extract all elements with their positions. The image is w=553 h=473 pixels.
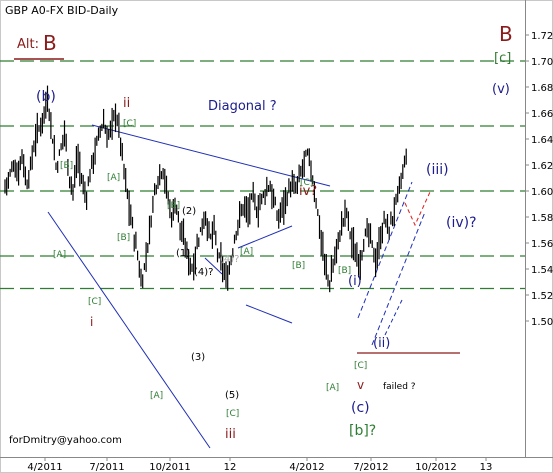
y-tick-label: 1.64 [531,135,553,146]
wave-4: (4)? [194,267,213,278]
x-tick-label: 7/2012 [353,462,388,473]
diagonal-lower-line [47,211,211,449]
alt-prefix: Alt: [17,37,39,52]
wave-ii: ii [123,96,130,111]
label-c6: [C] [354,361,367,371]
wedge-lower-line [245,304,293,324]
label-b1: [B] [60,161,73,171]
x-tick-label: 4/2012 [289,462,324,473]
y-tick-label: 1.54 [531,265,553,276]
label-b4: [B] [292,261,305,271]
trend-lines [47,124,460,449]
wave-big-b: B [499,22,513,46]
chart-labels: GBP A0-FX BID-Daily Alt: B B [c] (v) (b)… [5,4,513,446]
x-tick-label: 10/2012 [415,462,457,473]
label-b3: [B] [167,201,180,211]
wave-i-red: i [90,315,93,329]
x-tick-label: 12 [224,462,237,473]
diagonal-upper-line [91,124,331,187]
x-tick-label: 4/2011 [27,462,62,473]
wave-3: (3) [191,352,205,363]
channel-upper-line [357,181,413,319]
wave-iv-q-blue: (iv)? [446,215,477,231]
x-tick-label: 10/2011 [149,462,191,473]
wave-5: (5) [225,390,239,401]
wave-i: (i) [348,274,362,289]
y-axis-ticks: 1.72 1.70 1.68 1.66 1.64 1.62 1.60 1.58 1.56 1.54… [525,31,553,328]
y-tick-label: 1.50 [531,317,553,328]
w4-segment [204,257,223,275]
wave-b-bracket-q: [b]? [349,423,376,439]
y-tick-label: 1.58 [531,213,553,224]
label-c4: [C] [226,409,239,419]
y-tick-label: 1.52 [531,291,553,302]
wave-b-top: (b) [36,89,56,105]
label-a3: [A] [150,391,163,401]
wave-4-grey: (4)? [220,254,239,265]
chart-title: GBP A0-FX BID-Daily [5,4,119,17]
y-tick-label: 1.66 [531,109,553,120]
wave-ii: (ii) [373,336,390,351]
wave-1: (1) [176,248,190,259]
failed-label: failed ? [383,382,416,392]
wave-c: (c) [351,400,370,416]
label-c5: [C] [300,178,313,188]
y-tick-label: 1.60 [531,187,553,198]
label-a4: [A] [240,247,253,257]
forecast-path [404,191,431,227]
label-a1: [A] [107,173,120,183]
label-b2: [B] [117,233,130,243]
label-c2: [C] [88,297,101,307]
x-tick-label: 7/2011 [89,462,124,473]
y-tick-label: 1.72 [531,31,553,42]
wave-v-big: (v) [492,82,510,97]
y-tick-label: 1.68 [531,83,553,94]
x-axis-ticks: 4/2011 7/2011 10/2011 12 4/2012 7/2012 10/2012… [27,457,492,473]
label-a5: [A] [326,383,339,393]
diagonal-label: Diagonal ? [208,99,277,114]
wave-iii: (iii) [426,162,449,178]
label-a2: [A] [53,250,66,260]
footer-email: forDmitry@yahoo.com [9,435,122,446]
x-tick-label: 13 [480,462,493,473]
label-c1: [C] [123,119,136,129]
level-lines [0,60,525,290]
label-b5: [B] [338,266,351,276]
y-tick-label: 1.62 [531,161,553,172]
wave-v-red: v [357,378,364,392]
y-tick-label: 1.56 [531,239,553,250]
wave-iii-red: iii [225,427,236,442]
price-bars [4,85,407,293]
wave-c-bracket: [c] [494,51,511,66]
wedge-upper-line [237,225,293,249]
y-tick-label: 1.70 [531,57,553,68]
wave-2: (2) [182,206,196,217]
alt-letter: B [43,31,57,55]
wave-iv-q: iv? [299,184,317,199]
